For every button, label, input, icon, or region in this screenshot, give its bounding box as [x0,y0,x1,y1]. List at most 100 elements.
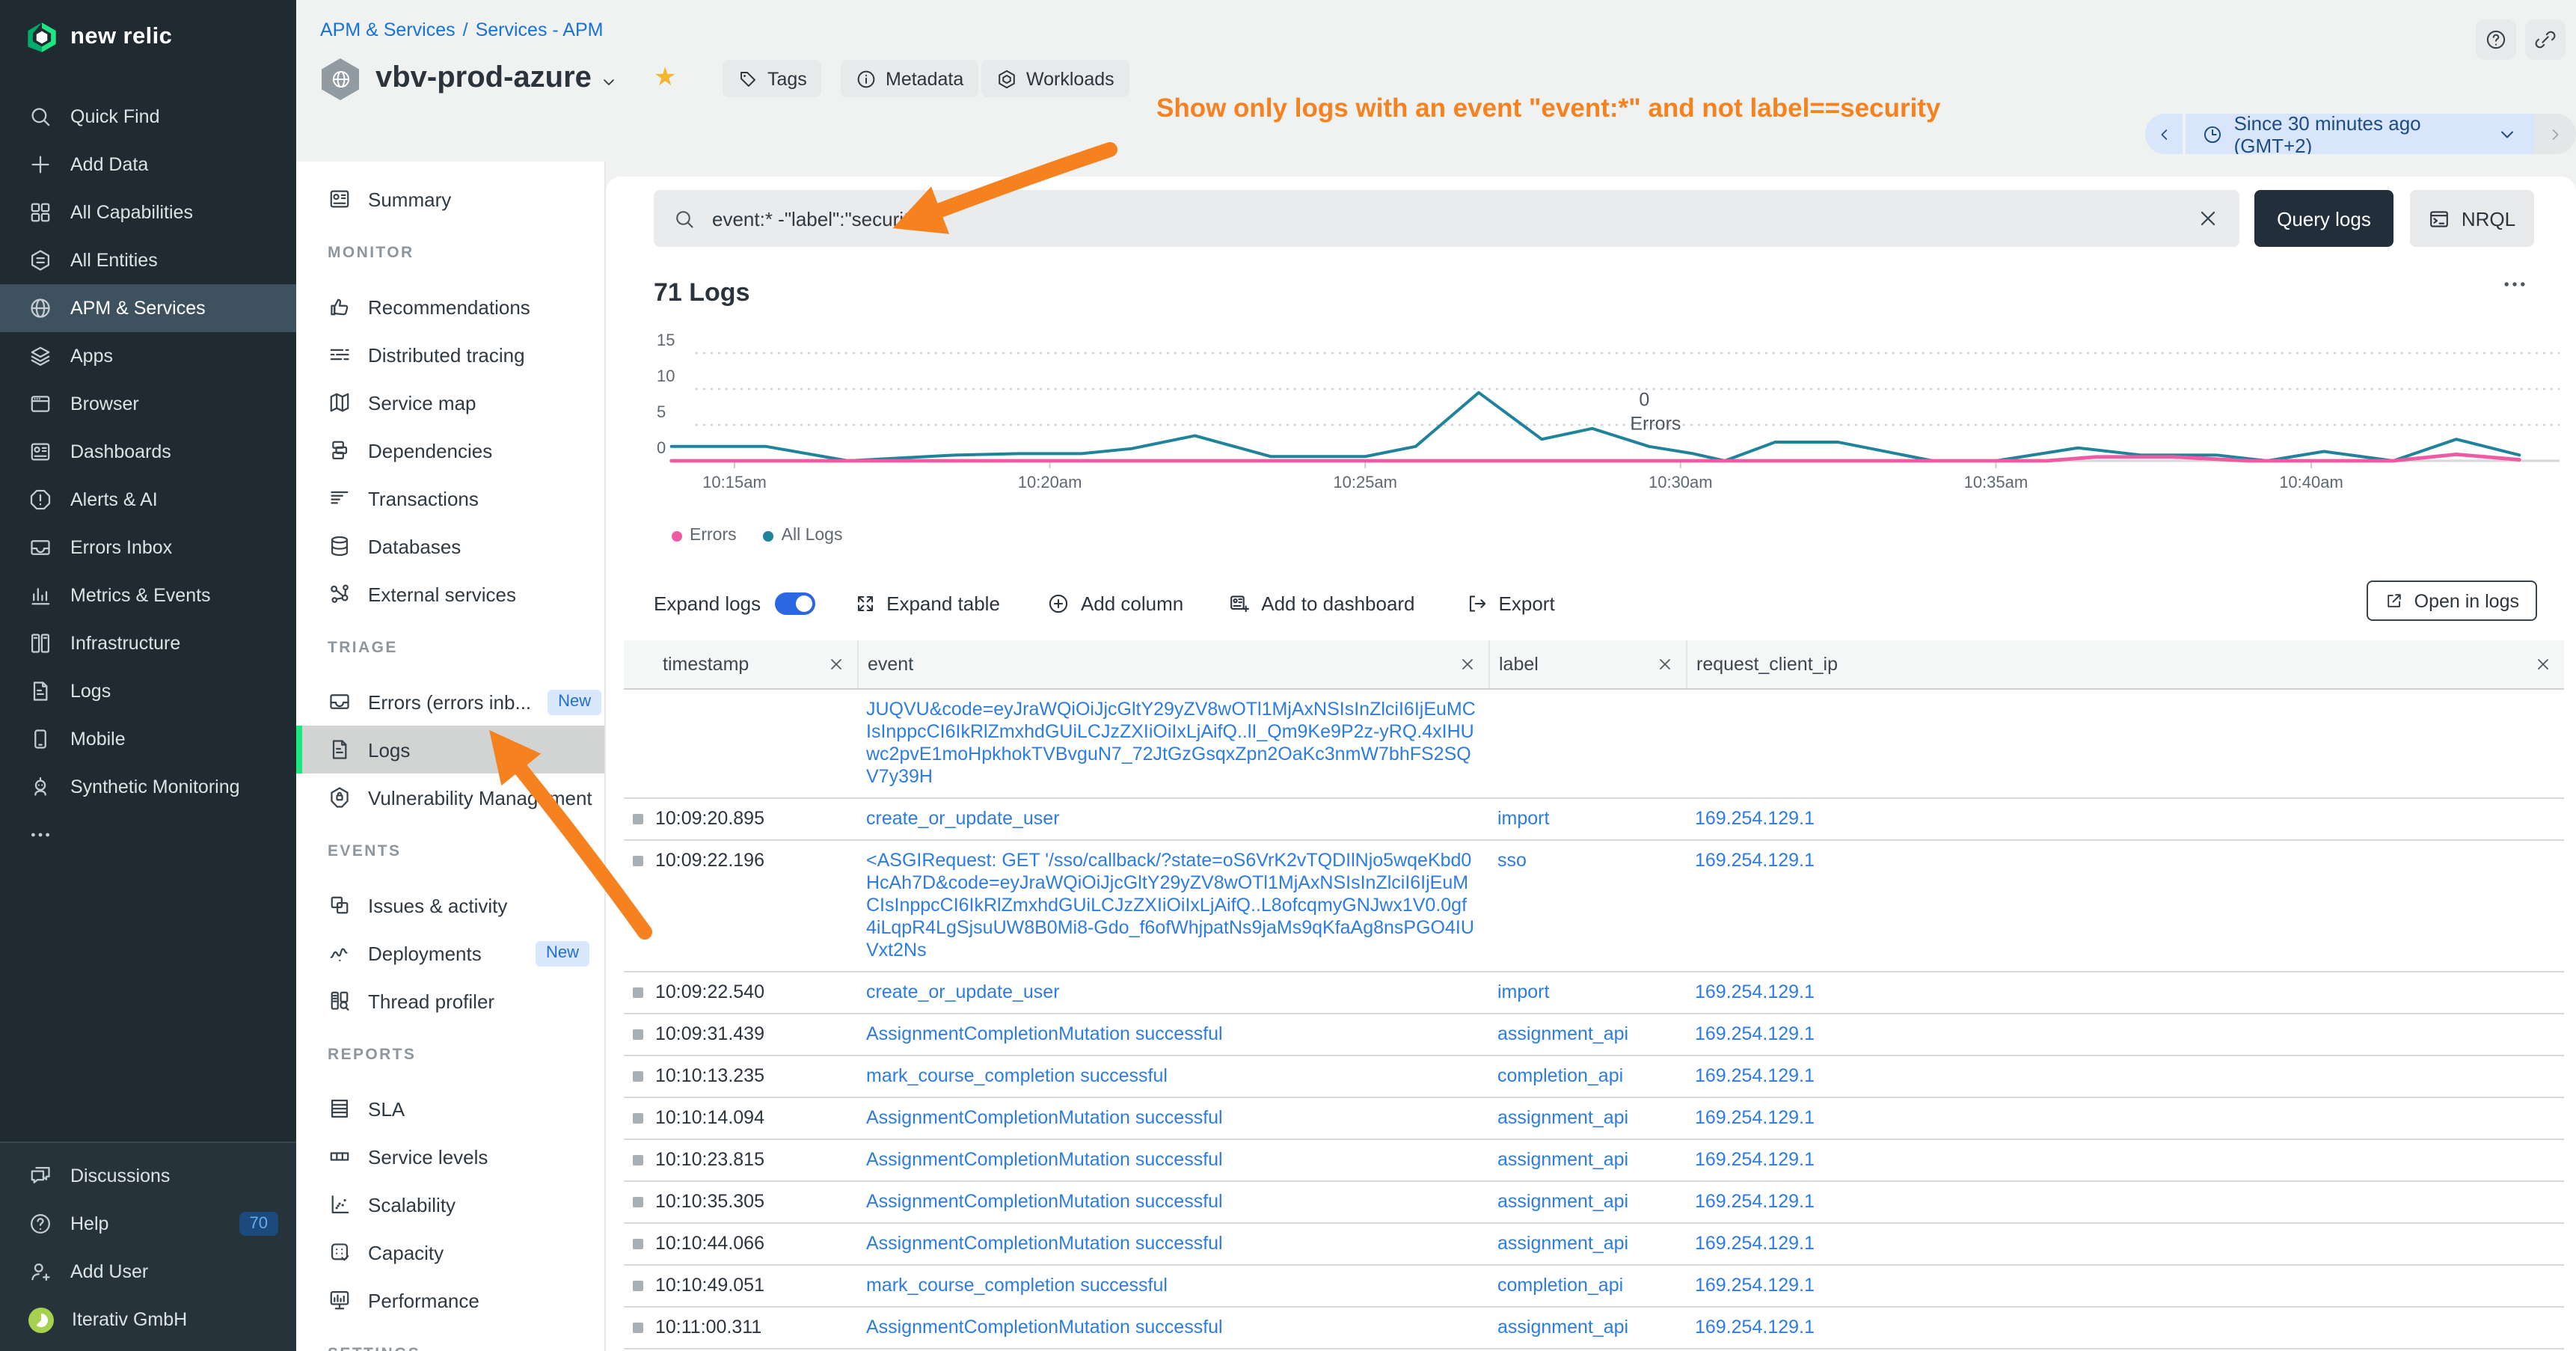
sidebar-item-quick-find[interactable]: Quick Find [0,93,296,141]
remove-column-icon[interactable] [1459,655,1476,673]
cell-label[interactable]: assignment_api [1497,1149,1629,1170]
cell-event[interactable]: AssignmentCompletionMutation successful [866,1233,1223,1254]
subnav-item-transactions[interactable]: Transactions [296,474,604,522]
row-expand-handle[interactable] [633,1196,643,1207]
cell-event[interactable]: AssignmentCompletionMutation successful [866,1023,1223,1044]
cell-event[interactable]: AssignmentCompletionMutation successful [866,1317,1223,1338]
cell-label[interactable]: assignment_api [1497,1317,1629,1338]
row-expand-handle[interactable] [633,1029,643,1039]
subnav-item-deployments[interactable]: Deployments New [296,929,604,977]
time-range-button[interactable]: Since 30 minutes ago (GMT+2) [2186,114,2534,154]
sidebar-item-logs[interactable]: Logs [0,667,296,715]
sidebar-item-infrastructure[interactable]: Infrastructure [0,619,296,667]
subnav-item-scalability[interactable]: Scalability [296,1180,604,1228]
cell-label[interactable]: import [1497,981,1550,1002]
cell-request-client-ip[interactable]: 169.254.129.1 [1695,1233,1815,1254]
column-header-label[interactable]: label [1488,640,1686,688]
entity-title[interactable]: vbv-prod-azure [375,61,619,96]
legend-all-logs[interactable]: All Logs [763,527,842,545]
subnav-item-service-levels[interactable]: Service levels [296,1133,604,1180]
cell-label[interactable]: completion_api [1497,1275,1624,1296]
favorite-star-icon[interactable]: ★ [654,63,677,91]
query-logs-button[interactable]: Query logs [2254,190,2393,247]
subnav-item-distributed-tracing[interactable]: Distributed tracing [296,331,604,379]
sidebar-footer-help[interactable]: Help 70 [0,1200,296,1248]
new-relic-logo[interactable]: new relic [0,0,296,54]
cell-event[interactable]: mark_course_completion successful [866,1065,1168,1086]
row-expand-handle[interactable] [633,1280,643,1290]
cell-request-client-ip[interactable]: 169.254.129.1 [1695,1191,1815,1212]
cell-event[interactable]: create_or_update_user [866,808,1060,829]
sidebar-item-more[interactable] [0,811,296,859]
subnav-item-external-services[interactable]: External services [296,570,604,618]
cell-request-client-ip[interactable]: 169.254.129.1 [1695,1275,1815,1296]
cell-request-client-ip[interactable]: 169.254.129.1 [1695,850,1815,871]
cell-request-client-ip[interactable]: 169.254.129.1 [1695,1065,1815,1086]
chevron-down-icon[interactable] [601,73,619,91]
open-in-logs-button[interactable]: Open in logs [2366,580,2537,621]
table-row[interactable]: 10:10:14.094 AssignmentCompletionMutation… [624,1098,2564,1140]
remove-column-icon[interactable] [2534,655,2552,673]
table-row[interactable]: 10:10:13.235 mark_course_completion succe… [624,1056,2564,1098]
cell-event[interactable]: <ASGIRequest: GET '/sso/callback/?state=… [866,850,1474,961]
row-expand-handle[interactable] [633,1112,643,1123]
cell-label[interactable]: assignment_api [1497,1107,1629,1128]
table-row[interactable]: 10:11:00.311 AssignmentCompletionMutation… [624,1308,2564,1350]
cell-request-client-ip[interactable]: 169.254.129.1 [1695,1107,1815,1128]
sidebar-footer-iterativ-gmbh[interactable]: Iterativ GmbH [0,1296,296,1344]
add-column-button[interactable]: Add column [1048,592,1183,614]
cell-event[interactable]: create_or_update_user [866,981,1060,1002]
sidebar-item-dashboards[interactable]: Dashboards [0,428,296,476]
subnav-item-logs[interactable]: Logs [296,726,604,773]
row-expand-handle[interactable] [633,1322,643,1332]
cell-label[interactable]: assignment_api [1497,1233,1629,1254]
cell-request-client-ip[interactable]: 169.254.129.1 [1695,1317,1815,1338]
metadata-button[interactable]: Metadata [841,60,979,97]
subnav-item-recommendations[interactable]: Recommendations [296,283,604,331]
subnav-item-errors-errors-inb[interactable]: Errors (errors inb... New [296,678,604,726]
time-back-button[interactable] [2145,114,2186,154]
row-expand-handle[interactable] [633,813,643,824]
column-header-request-client-ip[interactable]: request_client_ip [1686,640,2564,688]
legend-errors[interactable]: Errors [672,527,737,545]
subnav-item-databases[interactable]: Databases [296,522,604,570]
row-expand-handle[interactable] [633,855,643,866]
export-button[interactable]: Export [1466,592,1555,614]
cell-event[interactable]: AssignmentCompletionMutation successful [866,1149,1223,1170]
table-row[interactable]: JUQVU&code=eyJraWQiOiJjcGltY29yZV8wOTl1M… [624,690,2564,799]
clear-query-icon[interactable] [2196,206,2220,230]
breadcrumb-apm-services[interactable]: APM & Services [320,19,456,40]
remove-column-icon[interactable] [1656,655,1674,673]
sidebar-item-apps[interactable]: Apps [0,332,296,380]
expand-logs-toggle[interactable] [774,592,815,614]
table-row[interactable]: 10:10:49.051 mark_course_completion succe… [624,1266,2564,1308]
sidebar-footer-discussions[interactable]: Discussions [0,1152,296,1200]
table-row[interactable]: 10:09:20.895 create_or_update_user import 1… [624,799,2564,841]
cell-request-client-ip[interactable]: 169.254.129.1 [1695,1023,1815,1044]
column-header-event[interactable]: event [857,640,1488,688]
subnav-item-dependencies[interactable]: Dependencies [296,426,604,474]
column-header-timestamp[interactable]: timestamp [624,640,857,688]
cell-event[interactable]: AssignmentCompletionMutation successful [866,1191,1223,1212]
subnav-item-performance[interactable]: Performance [296,1276,604,1324]
sidebar-item-metrics-events[interactable]: Metrics & Events [0,572,296,619]
tags-button[interactable]: Tags [723,60,822,97]
subnav-item-sla[interactable]: SLA [296,1085,604,1133]
subnav-item-summary[interactable]: Summary [296,175,604,223]
sidebar-item-errors-inbox[interactable]: Errors Inbox [0,524,296,572]
workloads-button[interactable]: Workloads [981,60,1129,97]
table-row[interactable]: 10:09:22.196 <ASGIRequest: GET '/sso/call… [624,841,2564,972]
log-query-input[interactable]: event:* -"label":"security" [654,190,2239,247]
permalink-button[interactable] [2525,19,2566,60]
subnav-item-service-map[interactable]: Service map [296,379,604,426]
sidebar-item-all-entities[interactable]: All Entities [0,236,296,284]
add-to-dashboard-button[interactable]: Add to dashboard [1228,592,1415,614]
help-button[interactable] [2476,19,2516,60]
table-row[interactable]: 10:10:35.305 AssignmentCompletionMutation… [624,1182,2564,1224]
cell-request-client-ip[interactable]: 169.254.129.1 [1695,981,1815,1002]
sidebar-item-synthetic-monitoring[interactable]: Synthetic Monitoring [0,763,296,811]
cell-label[interactable]: assignment_api [1497,1023,1629,1044]
row-expand-handle[interactable] [633,1238,643,1249]
subnav-item-thread-profiler[interactable]: Thread profiler [296,977,604,1025]
row-expand-handle[interactable] [633,987,643,997]
